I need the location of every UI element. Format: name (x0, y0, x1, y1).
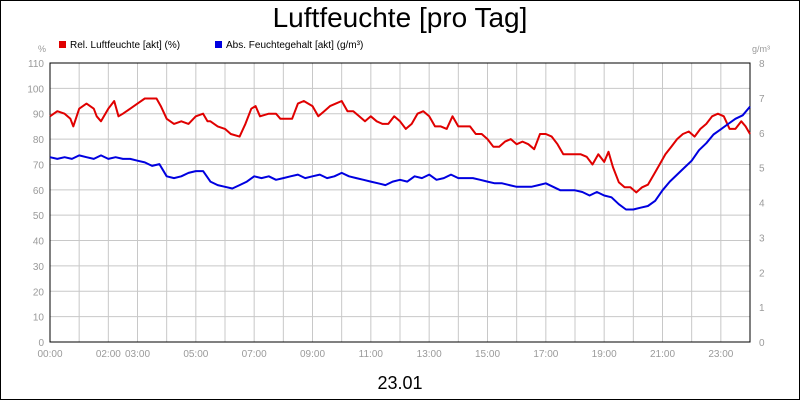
y-right-tick-label: 4 (759, 199, 765, 210)
y-left-tick-label: 110 (28, 59, 44, 70)
y-right-tick-label: 6 (759, 129, 765, 140)
y-left-ticks: 0 10 20 30 40 50 60 70 80 90 100 110 (27, 59, 44, 349)
x-tick-label: 02:00 (96, 349, 121, 360)
legend-swatch-abs-humidity (215, 41, 222, 48)
y-left-tick-label: 80 (33, 135, 45, 146)
y-right-ticks: 0 1 2 3 4 5 6 7 8 (759, 59, 765, 349)
y-left-tick-label: 20 (33, 287, 45, 298)
legend-label-rel-humidity: Rel. Luftfeuchte [akt] (%) (70, 40, 180, 51)
x-tick-label: 03:00 (125, 349, 150, 360)
date-label: 23.01 (377, 373, 422, 393)
y-left-tick-label: 50 (33, 211, 45, 222)
y-left-tick-label: 30 (33, 262, 45, 273)
y-right-tick-label: 5 (759, 164, 765, 175)
y-right-unit: g/m³ (752, 44, 770, 54)
x-tick-label: 07:00 (242, 349, 267, 360)
x-tick-label: 17:00 (533, 349, 558, 360)
x-tick-label: 23:00 (708, 349, 733, 360)
y-left-tick-label: 10 (33, 313, 45, 324)
y-left-tick-label: 90 (33, 110, 45, 121)
y-right-tick-label: 0 (759, 338, 765, 349)
y-left-tick-label: 40 (33, 237, 45, 248)
y-left-unit: % (38, 44, 46, 54)
y-left-tick-label: 60 (33, 186, 45, 197)
x-tick-label: 21:00 (650, 349, 675, 360)
y-left-tick-label: 0 (38, 338, 44, 349)
legend: Rel. Luftfeuchte [akt] (%) Abs. Feuchteg… (59, 40, 363, 51)
x-tick-label: 11:00 (359, 349, 384, 360)
y-left-tick-label: 100 (27, 84, 44, 95)
y-right-tick-label: 7 (759, 94, 765, 105)
y-left-tick-label: 70 (33, 160, 45, 171)
x-ticks: 00:00 02:00 03:00 05:00 07:00 09:00 11:00 13:00… (37, 349, 733, 360)
legend-label-abs-humidity: Abs. Feuchtegehalt [akt] (g/m³) (226, 40, 363, 51)
series-line-abs-humidity (49, 105, 751, 211)
x-tick-label: 09:00 (300, 349, 325, 360)
x-tick-label: 00:00 (37, 349, 62, 360)
series-lines (49, 97, 751, 211)
legend-swatch-rel-humidity (59, 41, 66, 48)
y-right-tick-label: 3 (759, 233, 765, 244)
x-tick-label: 19:00 (592, 349, 617, 360)
x-tick-label: 05:00 (183, 349, 208, 360)
x-tick-label: 13:00 (417, 349, 442, 360)
grid (49, 62, 751, 343)
chart-title: Luftfeuchte [pro Tag] (273, 2, 528, 33)
y-right-tick-label: 2 (759, 268, 765, 279)
plot-area (49, 62, 751, 343)
series-line-rel-humidity (49, 97, 751, 194)
x-tick-label: 15:00 (475, 349, 500, 360)
y-right-tick-label: 8 (759, 59, 765, 70)
y-right-tick-label: 1 (759, 303, 765, 314)
